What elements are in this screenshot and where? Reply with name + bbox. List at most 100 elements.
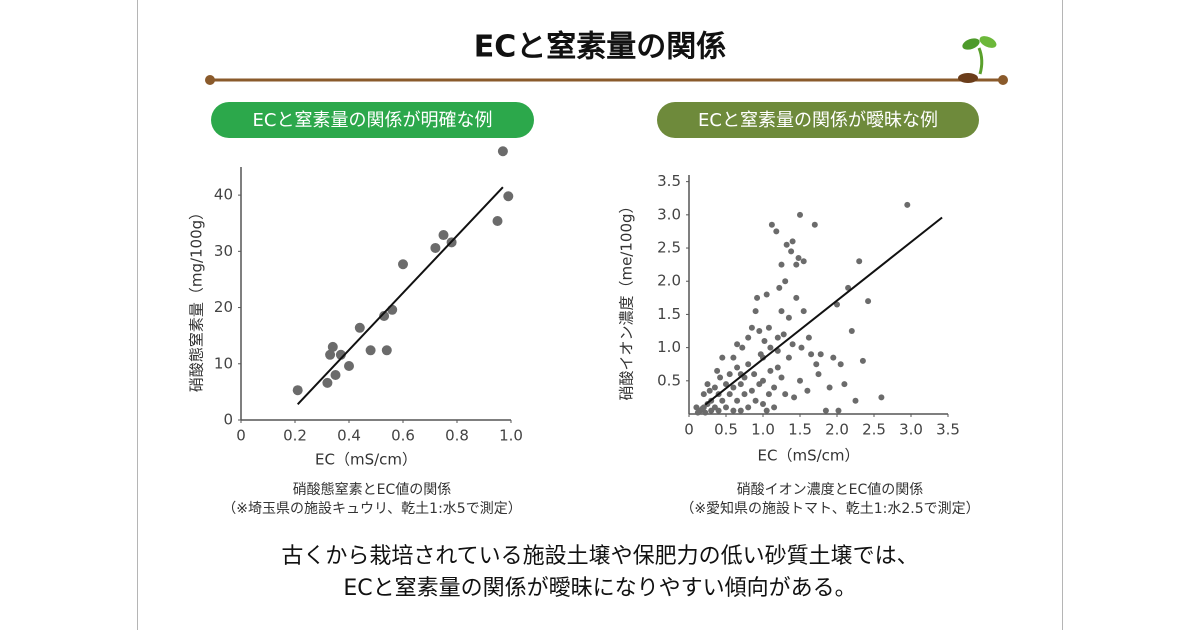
x-tick-label: 2.0 xyxy=(825,421,849,439)
data-point xyxy=(776,284,783,291)
chart-caption: 硝酸態窒素とEC値の関係 xyxy=(293,481,452,498)
data-point xyxy=(700,391,707,398)
data-point xyxy=(782,278,789,285)
x-tick-label: 0 xyxy=(236,427,246,445)
data-point xyxy=(726,371,733,378)
data-point xyxy=(330,370,341,381)
data-point xyxy=(752,308,759,315)
data-point xyxy=(715,407,722,414)
data-point xyxy=(904,201,911,208)
data-point xyxy=(791,394,798,401)
data-point xyxy=(730,384,737,391)
x-tick-label: 0.6 xyxy=(391,427,415,445)
y-tick-label: 3.5 xyxy=(657,172,681,190)
data-point xyxy=(752,397,759,404)
data-point xyxy=(756,328,763,335)
sprout-icon xyxy=(958,36,997,83)
title-badge xyxy=(657,102,979,138)
data-point xyxy=(723,404,729,411)
conclusion-line: ECと窒素量の関係が曖昧になりやすい傾向がある。 xyxy=(343,576,856,601)
data-point xyxy=(773,228,780,235)
data-point xyxy=(765,324,772,331)
data-point xyxy=(760,377,766,384)
data-point xyxy=(325,349,336,360)
data-point xyxy=(734,341,741,348)
data-point xyxy=(745,404,752,411)
data-point xyxy=(837,361,844,368)
x-tick-label: 0.8 xyxy=(445,427,469,445)
data-point xyxy=(774,364,781,371)
data-point xyxy=(859,357,866,364)
data-point xyxy=(760,401,766,408)
data-point xyxy=(748,387,755,394)
x-tick-label: 0.2 xyxy=(283,427,307,445)
data-point xyxy=(822,407,829,414)
x-axis-label: EC（mS/cm） xyxy=(758,447,860,465)
y-axis-label: 硝酸イオン濃度（me/100g） xyxy=(618,198,636,400)
trend-line xyxy=(704,216,943,406)
data-point xyxy=(795,254,802,261)
data-point xyxy=(497,146,508,157)
data-point xyxy=(830,354,837,361)
y-tick-label: 10 xyxy=(214,354,233,372)
y-tick-label: 2.0 xyxy=(657,272,681,290)
data-point xyxy=(734,397,741,404)
data-point xyxy=(771,404,778,411)
y-tick-label: 2.5 xyxy=(657,239,681,257)
data-point xyxy=(327,341,338,352)
divider-end xyxy=(998,75,1008,85)
data-point xyxy=(811,221,818,228)
data-point xyxy=(815,371,822,378)
x-tick-label: 0.4 xyxy=(337,427,361,445)
data-point xyxy=(751,371,758,378)
title-badge xyxy=(211,102,534,138)
x-tick-label: 1.0 xyxy=(751,421,775,439)
data-point xyxy=(782,391,789,398)
data-point xyxy=(805,334,812,341)
data-point xyxy=(878,394,885,401)
x-tick-label: 2.5 xyxy=(862,421,886,439)
y-tick-label: 30 xyxy=(214,242,233,260)
data-point xyxy=(761,337,768,344)
y-tick-label: 0 xyxy=(223,411,233,429)
data-point xyxy=(789,341,796,348)
data-point xyxy=(381,345,392,356)
data-point xyxy=(778,308,785,315)
data-point xyxy=(835,407,842,414)
y-tick-label: 40 xyxy=(214,186,233,204)
data-point xyxy=(800,258,807,265)
x-tick-label: 3.5 xyxy=(936,421,960,439)
data-point xyxy=(768,221,775,228)
data-point xyxy=(737,381,744,388)
data-point xyxy=(693,404,700,411)
data-point xyxy=(719,354,726,361)
data-point xyxy=(344,361,354,372)
slide-title: ECと窒素量の関係 xyxy=(474,30,727,65)
data-point xyxy=(804,387,811,394)
data-point xyxy=(745,334,752,341)
data-point xyxy=(774,334,781,341)
data-point xyxy=(771,384,778,391)
data-point xyxy=(763,407,770,414)
data-point xyxy=(778,261,785,268)
data-point xyxy=(741,391,748,398)
y-tick-label: 3.0 xyxy=(657,205,681,223)
data-point xyxy=(852,397,859,404)
data-point xyxy=(694,409,701,416)
y-tick-label: 20 xyxy=(214,298,233,316)
x-tick-label: 0.5 xyxy=(714,421,738,439)
data-point xyxy=(793,261,800,268)
trend-line xyxy=(296,186,504,405)
data-point xyxy=(430,242,441,253)
data-point xyxy=(765,391,772,398)
chart-title: ECと窒素量の関係が曖昧な例 xyxy=(698,110,938,131)
data-point xyxy=(813,361,820,368)
y-tick-label: 1.0 xyxy=(657,338,681,356)
data-point xyxy=(711,384,718,391)
data-point xyxy=(438,230,449,241)
data-point xyxy=(767,367,774,374)
data-point xyxy=(745,361,752,368)
data-point xyxy=(865,298,872,305)
data-point xyxy=(730,354,737,361)
data-point xyxy=(726,391,733,398)
